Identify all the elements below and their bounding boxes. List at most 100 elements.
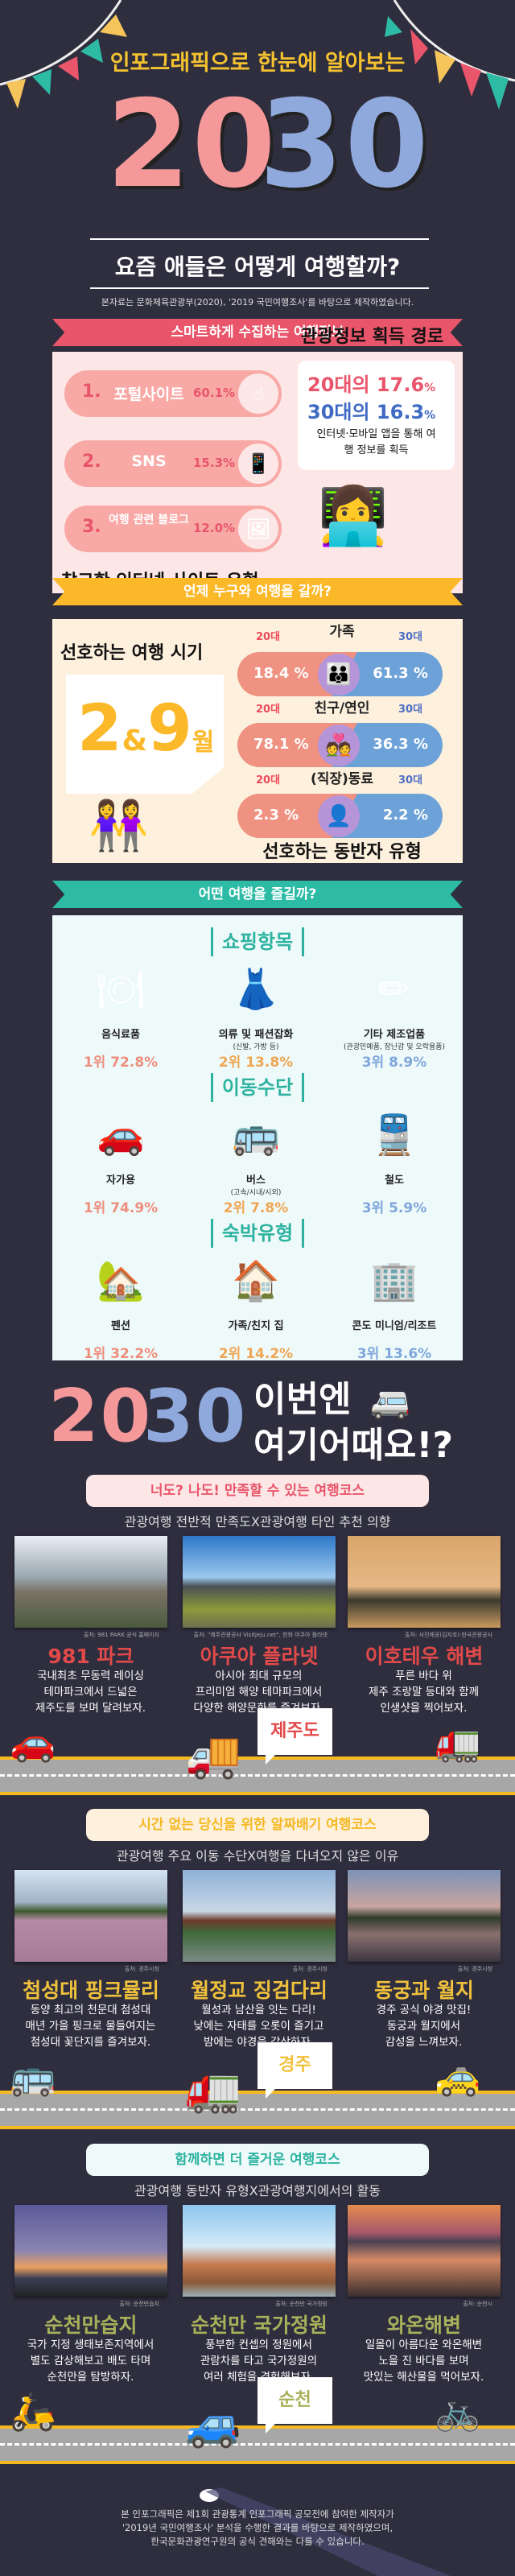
resort-building-icon: 🏢: [370, 1258, 418, 1303]
section-ribbon-when-who: 언제 누구와 여행을 갈까?: [52, 578, 463, 605]
activity-item: 🏠 가족/친지 집 2위 14.2%: [187, 1253, 324, 1362]
item-rank-pct: 3위 8.9%: [361, 1055, 427, 1071]
place-description: 풍부한 컨셉의 정원에서 관람차를 타고 국가정원의 여러 체험을 경험해보자.: [200, 2339, 318, 2384]
activity-panel: [52, 915, 463, 1360]
photo-caption: 출처: "제주관광공사 Visitjeju.net", 한화 아쿠아 플라넷: [193, 1632, 328, 1638]
place-photo: [14, 1870, 167, 1962]
companion-label: (직장)동료: [310, 771, 374, 787]
vehicle-icon: 🛵: [10, 2389, 56, 2433]
item-sublabel: [52, 1332, 189, 1342]
subtitle-30: 30: [143, 1374, 248, 1459]
value-20: 78.1 %: [253, 736, 309, 753]
place-description: 동양 최고의 천문대 첨성대 매년 가을 핑크로 물들여지는 첨성대 꽃단지를 …: [25, 2004, 156, 2049]
place-title: 와온해변: [386, 2314, 461, 2337]
road-decoration: [0, 1757, 515, 1795]
car-icon: 🚗: [97, 1113, 145, 1158]
item-label: 음식료품: [101, 1029, 140, 1041]
site-label: 여행 관련 블로그: [109, 514, 189, 526]
age-20-label: 20대: [256, 774, 281, 786]
vehicle-icon: 🚛: [185, 2063, 241, 2116]
place-description: 경주 공식 야경 맛집! 동궁과 월지에서 감성을 느껴보자.: [376, 2004, 472, 2049]
companion-bar-coworker: 2.3 % 👤 2.2 %: [237, 794, 443, 838]
item-label: 기타 제조업품: [363, 1029, 426, 1041]
item-sublabel: [326, 1332, 463, 1342]
place-title: 월정교 징검다리: [191, 1979, 328, 2002]
site-label: 포털사이트: [113, 386, 184, 403]
item-rank-pct: 1위 72.8%: [83, 1055, 159, 1071]
activity-item: 🚆 철도 3위 5.9%: [326, 1107, 463, 1216]
activity-item: 🚗 자가용 1위 74.9%: [52, 1107, 189, 1216]
pension-house-icon: 🏡: [97, 1258, 145, 1303]
vehicle-icon: 🚙: [185, 2398, 241, 2450]
companion-bar-family: 18.4 % 👪 61.3 %: [237, 652, 443, 696]
value-30: 61.3 %: [373, 665, 428, 682]
value-30: 36.3 %: [373, 736, 428, 753]
place-title: 981 파크: [47, 1645, 134, 1668]
ampersand: &: [122, 724, 148, 758]
item-sublabel: (고속/시내/시외): [230, 1189, 282, 1197]
age-20-label: 20대: [256, 631, 281, 643]
item-sublabel: (관광민예품, 장난감 및 오락용품): [343, 1043, 446, 1051]
place-photo: [183, 1870, 336, 1962]
place-description: 국내최초 무동력 레이싱 테마파크에서 드넓은 제주도를 보며 달려보자.: [35, 1670, 146, 1715]
region-bubble: 경주: [258, 2042, 332, 2099]
course-pill: 함께하면 더 즐거운 여행코스: [86, 2144, 429, 2176]
stat-bubble: 20대의 17.6% 30대의 16.3% 인터넷·모바일 앱을 통해 여행 정…: [298, 361, 455, 470]
item-label: 펜션: [111, 1320, 130, 1332]
headline-line1: 이번엔: [253, 1379, 352, 1420]
group-heading: 쇼핑항목: [211, 927, 304, 956]
place-photo: [14, 1536, 167, 1628]
section-ribbon-info: 스마트하게 수집하는 여행정보: [52, 319, 463, 346]
road-decoration: [0, 2425, 515, 2464]
page-title: 요즘 애들은 어떻게 여행할까?: [114, 254, 401, 280]
item-label: 철도: [385, 1174, 404, 1187]
vehicle-icon: 🚚: [185, 1729, 241, 1781]
site-label: SNS: [131, 452, 167, 470]
route-heading: 관광정보 획득 경로: [300, 327, 444, 347]
train-icon: 🚆: [370, 1113, 418, 1158]
stat-desc: 인터넷·모바일 앱을 통해 여행 정보를 획득: [316, 428, 436, 456]
course-subtitle: 관광여행 주요 이동 수단X여행을 다녀오지 않은 이유: [116, 1848, 399, 1864]
vehicle-icon: 🚕: [435, 2054, 481, 2098]
place-title: 동궁과 월지: [374, 1979, 474, 2002]
place-photo: [348, 1536, 501, 1628]
month-2: 2: [77, 691, 122, 766]
item-sublabel: (신발, 가방 등): [233, 1043, 279, 1051]
phone-photo-icon: 🖼: [238, 509, 278, 549]
item-label: 자가용: [106, 1174, 135, 1187]
site-item-sns: 2. SNS 15.3% 📱: [64, 440, 282, 487]
site-pct: 60.1%: [193, 386, 236, 400]
place-description: 일몰이 아름다운 와온해변 노을 진 바다를 보며 맛있는 해산물을 먹어보자.: [363, 2339, 484, 2384]
vehicle-icon: 🚛: [435, 1720, 481, 1764]
house-icon: 🏠: [232, 1258, 280, 1303]
companion-label: 친구/연인: [314, 700, 370, 716]
title-30: 30: [259, 75, 431, 215]
place-title: 첨성대 핑크뮬리: [23, 1979, 159, 2002]
item-rank-pct: 2위 13.8%: [218, 1055, 294, 1071]
stat30-prefix: 30대의: [307, 401, 370, 423]
item-sublabel: [52, 1187, 189, 1196]
activity-item: 👗 의류 및 패션잡화 (신발, 가방 등) 2위 13.8%: [187, 961, 324, 1071]
spotlight-decoration: [200, 2487, 451, 2576]
place-description: 푸른 바다 위 제주 조랑말 등대와 함께 인생샷을 찍어보자.: [368, 1670, 480, 1715]
pencil-cup-icon: ✏: [377, 967, 411, 1012]
item-label: 버스: [246, 1174, 266, 1187]
site-rank: 3.: [82, 517, 101, 537]
activity-item: 🍽 음식료품 1위 72.8%: [52, 961, 189, 1071]
companion-label: 가족: [329, 624, 355, 640]
item-rank-pct: 1위 74.9%: [83, 1200, 159, 1216]
place-title: 이호테우 해변: [365, 1645, 484, 1668]
subtitle-20: 20: [48, 1374, 153, 1459]
group-heading: 숙박유형: [211, 1219, 304, 1248]
place-photo: [348, 2205, 501, 2297]
item-rank-pct: 3위 13.6%: [356, 1346, 432, 1362]
region-bubble: 순천: [258, 2377, 332, 2434]
period-heading: 선호하는 여행 시기: [60, 643, 204, 663]
place-title: 아쿠아 플라넷: [200, 1645, 319, 1668]
stat30-percent: %: [424, 409, 436, 422]
activity-item: 🚌 버스 (고속/시내/시외) 2위 7.8%: [187, 1107, 324, 1216]
place-photo: [183, 2205, 336, 2297]
place-photo: [14, 2205, 167, 2297]
vehicle-icon: 🚗: [10, 1720, 56, 1764]
phone-chat-icon: 📱: [238, 444, 278, 484]
